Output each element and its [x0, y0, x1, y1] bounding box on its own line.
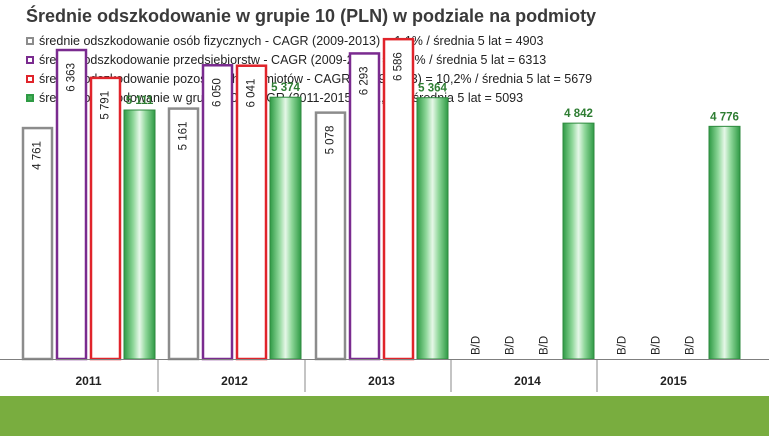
bar-enterprises-2013	[348, 52, 381, 361]
bar-other-entities-2013	[382, 37, 415, 361]
value-label-individuals-2013: 5 078	[325, 126, 337, 155]
value-label-other-entities-2011: 5 791	[100, 91, 112, 120]
missing-label-enterprises-2015: B/D	[651, 336, 663, 355]
bar-group-10-2014	[562, 122, 595, 360]
x-tick-label-2013: 2013	[368, 374, 395, 388]
bar-group-10-2015	[708, 125, 741, 360]
value-label-group-10-2014: 4 842	[564, 108, 593, 120]
x-tick-label-2015: 2015	[660, 374, 687, 388]
value-label-group-10-2015: 4 776	[710, 111, 739, 123]
bars-layer	[21, 37, 741, 361]
bar-individuals-2013	[314, 111, 347, 361]
bar-other-entities-2012	[235, 64, 268, 361]
value-label-enterprises-2013: 6 293	[359, 66, 371, 95]
bar-enterprises-2011	[55, 48, 88, 361]
bar-group-10-2012	[269, 96, 302, 360]
legend-swatch-group-10	[26, 93, 34, 102]
missing-label-individuals-2014: B/D	[471, 336, 483, 355]
value-label-enterprises-2012: 6 050	[212, 78, 224, 107]
bar-group-10-2013	[416, 97, 449, 360]
x-axis: 2011 2012 2013 2014 2015	[0, 359, 769, 392]
bar-other-entities-2011	[89, 76, 122, 361]
value-label-individuals-2011: 4 761	[32, 141, 44, 170]
missing-label-other-entities-2014: B/D	[539, 336, 551, 355]
bar-individuals-2011	[21, 126, 54, 361]
bar-group-10-2011	[123, 109, 156, 360]
missing-label-enterprises-2014: B/D	[505, 336, 517, 355]
missing-label-other-entities-2015: B/D	[685, 336, 697, 355]
x-tick-label-2011: 2011	[75, 374, 101, 388]
legend-swatch-other-entities	[26, 74, 34, 83]
legend-item-other-entities: średnie odszkodowanie pozostałych podmio…	[26, 69, 592, 88]
value-label-enterprises-2011: 6 363	[66, 63, 78, 92]
legend-swatch-enterprises	[26, 55, 34, 64]
value-label-individuals-2012: 5 161	[178, 122, 190, 151]
footer-band	[0, 396, 769, 436]
x-tick-label-2014: 2014	[514, 374, 541, 388]
bar-enterprises-2012	[201, 64, 234, 361]
labels-layer: 4 761 6 363 5 791 5 111 5 161 6 050 6 041 5 374…	[32, 52, 739, 355]
missing-label-individuals-2015: B/D	[617, 336, 629, 355]
value-label-other-entities-2012: 6 041	[246, 79, 258, 108]
value-label-group-10-2013: 5 364	[418, 83, 447, 95]
legend-swatch-individuals	[26, 36, 34, 45]
legend-label-enterprises: średnie odszkodowanie przedsiębiorstw - …	[39, 52, 547, 67]
value-label-other-entities-2013: 6 586	[393, 52, 405, 81]
x-tick-label-2012: 2012	[221, 374, 248, 388]
legend-item-individuals: średnie odszkodowanie osób fizycznych - …	[26, 31, 592, 50]
legend-label-other-entities: średnie odszkodowanie pozostałych podmio…	[39, 71, 593, 86]
bar-chart-plot: 4 761 6 363 5 791 5 111 5 161 6 050 6 041 5 374…	[0, 37, 769, 392]
legend-item-enterprises: średnie odszkodowanie przedsiębiorstw - …	[26, 50, 592, 69]
value-label-group-10-2011: 5 111	[126, 95, 154, 107]
value-label-group-10-2012: 5 374	[271, 82, 300, 94]
chart-title: Średnie odszkodowanie w grupie 10 (PLN) …	[26, 6, 597, 26]
bar-individuals-2012	[167, 107, 200, 361]
legend-label-individuals: średnie odszkodowanie osób fizycznych - …	[39, 33, 544, 48]
